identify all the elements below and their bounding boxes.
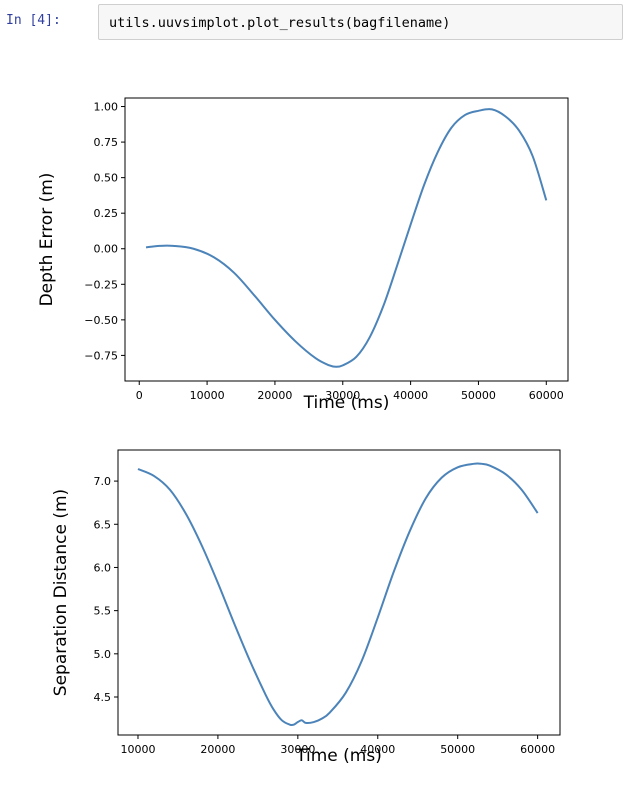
separation-distance-chart: 10000 20000 30000 40000 50000 60000 4.5 5.0 5.5 6… — [51, 449, 561, 766]
x-tick-label: 40000 — [393, 389, 428, 402]
y-tick-label: −0.50 — [84, 314, 118, 327]
y-tick-label: 5.5 — [94, 605, 112, 618]
x-tick-label: 30000 — [280, 743, 315, 756]
y-tick-label: 1.00 — [94, 101, 119, 114]
y-tick-label: 0.75 — [94, 136, 119, 149]
x-tick-label: 50000 — [440, 743, 475, 756]
y-axis-label: Separation Distance (m) — [51, 489, 71, 696]
code-text: utils.uuvsimplot.plot_results(bagfilenam… — [109, 15, 451, 31]
x-tick-label: 50000 — [461, 389, 496, 402]
series-line — [137, 462, 539, 727]
y-tick-label: 7.0 — [94, 475, 112, 488]
x-tick-label: 40000 — [360, 743, 395, 756]
cell-prompt: In [4]: — [6, 13, 61, 28]
x-tick-label: 10000 — [120, 743, 155, 756]
plot-frame — [117, 449, 561, 736]
x-tick-label: 0 — [136, 389, 143, 402]
y-tick-label: 0.00 — [94, 243, 119, 256]
y-tick-label: 0.50 — [94, 172, 119, 185]
y-tick-label: 6.0 — [94, 561, 112, 574]
x-tick-label: 10000 — [190, 389, 225, 402]
code-input-box[interactable]: utils.uuvsimplot.plot_results(bagfilenam… — [98, 4, 623, 40]
y-tick-label: 0.25 — [94, 207, 119, 220]
x-tick-label: 60000 — [529, 389, 564, 402]
y-tick-label: −0.25 — [84, 278, 118, 291]
x-tick-label: 60000 — [520, 743, 555, 756]
y-tick-label: 4.5 — [94, 691, 112, 704]
x-tick-label: 30000 — [325, 389, 360, 402]
cell-output: 0 10000 20000 30000 40000 50000 60000 −0.75 −0.5… — [0, 80, 631, 786]
notebook-cell: In [4]: utils.uuvsimplot.plot_results(ba… — [0, 0, 631, 60]
x-tick-label: 20000 — [257, 389, 292, 402]
y-tick-label: −0.75 — [84, 349, 118, 362]
x-axis-label: Time (ms) — [303, 393, 390, 413]
depth-error-chart: 0 10000 20000 30000 40000 50000 60000 −0.75 −0.5… — [37, 97, 569, 413]
x-tick-label: 20000 — [200, 743, 235, 756]
plot-frame — [124, 97, 569, 382]
y-tick-label: 5.0 — [94, 648, 112, 661]
y-axis-label: Depth Error (m) — [37, 173, 57, 307]
y-tick-label: 6.5 — [94, 518, 112, 531]
series-line — [145, 108, 548, 368]
x-axis-label: Time (ms) — [295, 746, 382, 766]
